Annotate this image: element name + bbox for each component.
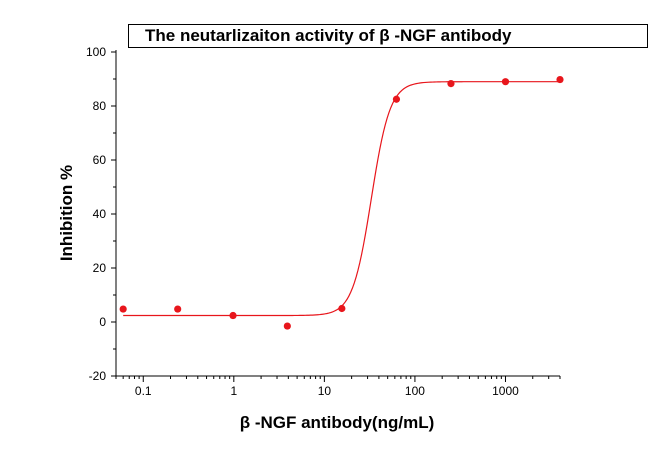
chart-title: The neutarlizaiton activity of β -NGF an… [145, 26, 512, 45]
y-tick-label: 80 [93, 99, 107, 113]
axes [111, 50, 561, 382]
y-tick-label: 60 [93, 153, 107, 167]
x-axis-label: β -NGF antibody(ng/mL) [240, 413, 435, 432]
data-point [392, 95, 401, 103]
y-tick-label: 0 [99, 315, 106, 329]
data-point [174, 305, 182, 313]
data-point [338, 304, 346, 313]
data-point [556, 75, 564, 84]
y-tick-label: 100 [86, 45, 106, 59]
data-point [447, 79, 455, 88]
y-tick-label: -20 [89, 369, 107, 383]
y-axis-label: Inhibition % [57, 165, 76, 261]
data-point [229, 311, 237, 320]
x-tick-label: 1000 [492, 384, 519, 398]
fit-curve [123, 81, 560, 317]
data-point [119, 305, 127, 313]
data-point [283, 322, 291, 330]
chart-title-box: The neutarlizaiton activity of β -NGF an… [128, 24, 648, 48]
tick-labels: -20 0 20 40 60 80 100 0.1 1 10 100 1000 [86, 45, 519, 398]
x-tick-label: 100 [405, 384, 425, 398]
y-tick-label: 20 [93, 261, 107, 275]
y-tick-label: 40 [93, 207, 107, 221]
data-point [501, 78, 510, 86]
data-points [119, 75, 564, 330]
x-tick-label: 0.1 [135, 384, 152, 398]
x-tick-label: 1 [230, 384, 237, 398]
x-tick-label: 10 [318, 384, 332, 398]
